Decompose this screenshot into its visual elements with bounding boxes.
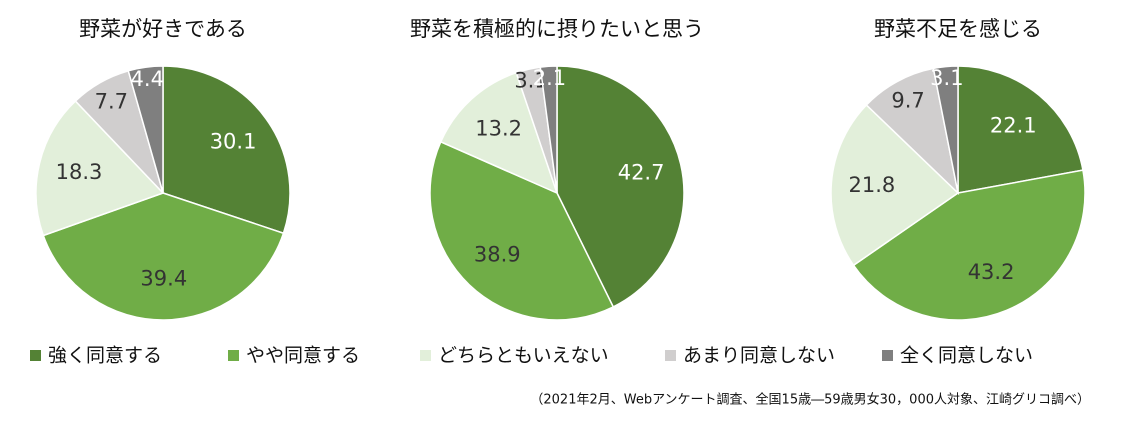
chart-title: 野菜が好きである xyxy=(79,17,247,41)
legend-label: あまり同意しない xyxy=(683,345,835,367)
data-label: 43.2 xyxy=(968,260,1015,284)
data-label: 3.1 xyxy=(930,66,963,90)
data-label: 30.1 xyxy=(210,130,257,154)
pie-slice xyxy=(35,99,165,237)
legend-label: 強く同意する xyxy=(48,345,162,367)
legend-swatch xyxy=(665,350,676,361)
data-label: 38.9 xyxy=(474,242,521,266)
legend-swatch xyxy=(30,350,41,361)
pie-slice xyxy=(439,71,559,195)
legend-label: どちらともいえない xyxy=(438,345,609,367)
pie-slice xyxy=(127,65,164,194)
legend-swatch xyxy=(420,350,431,361)
data-label: 39.4 xyxy=(140,266,187,290)
data-label: 22.1 xyxy=(990,114,1037,138)
chart-title: 野菜不足を感じる xyxy=(874,17,1042,41)
data-label: 21.8 xyxy=(849,173,896,197)
data-label: 9.7 xyxy=(891,89,924,113)
pie-slice xyxy=(429,140,615,321)
source-note: （2021年2月、Webアンケート調査、全国15歳―59歳男女30，000人対象… xyxy=(530,392,1090,408)
data-label: 13.2 xyxy=(475,116,522,140)
legend-label: 全く同意しない xyxy=(900,345,1033,367)
pie-slice xyxy=(42,192,285,321)
pie-slice xyxy=(162,65,291,235)
data-label: 42.7 xyxy=(618,160,665,184)
pie-slice xyxy=(556,65,685,308)
pie-slice xyxy=(830,103,960,267)
pie-slice xyxy=(865,67,960,196)
pie-slice xyxy=(957,65,1084,194)
data-label: 18.3 xyxy=(56,160,103,184)
chart-title: 野菜を積極的に摂りたいと思う xyxy=(410,17,704,41)
pie-slice xyxy=(539,65,558,194)
legend-swatch xyxy=(882,350,893,361)
legend-swatch xyxy=(228,350,239,361)
data-label: 4.4 xyxy=(131,67,164,91)
data-label: 7.7 xyxy=(95,90,128,114)
legend-label: やや同意する xyxy=(246,345,360,367)
data-label: 2.1 xyxy=(533,66,566,90)
pie-slice xyxy=(932,65,959,194)
pie-slice xyxy=(852,169,1086,321)
